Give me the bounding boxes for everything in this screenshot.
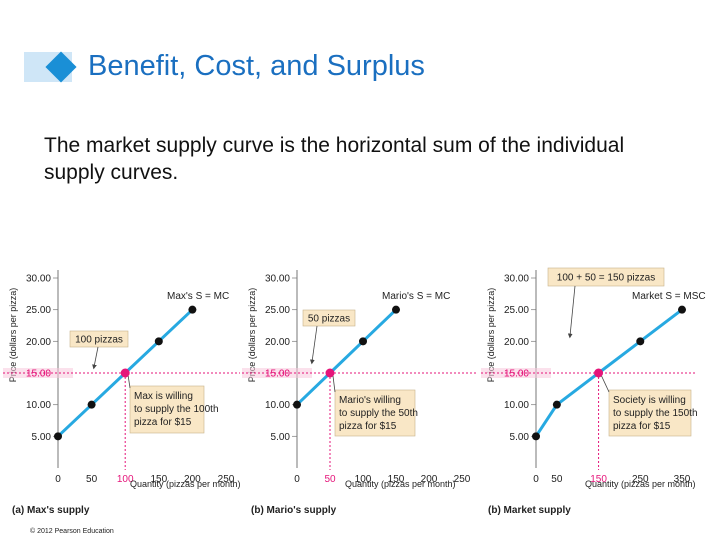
callout-leader-arrow <box>92 346 99 370</box>
price-band <box>481 368 551 378</box>
panel-label: (b) Mario's supply <box>251 505 337 516</box>
quantity-callout-box <box>302 309 356 327</box>
supply-point <box>392 305 400 314</box>
y-axis-label: Price (dollars per pizza) <box>8 288 18 383</box>
note-leader-line <box>601 375 610 393</box>
x-tick-label: 50 <box>324 474 336 485</box>
chart-panel-1: 5.00 10.00 15.00 20.00 25.00 30.00 0 50 100 150 20… <box>3 270 241 516</box>
note-leader-line <box>332 375 336 393</box>
note-leader-line <box>127 375 131 389</box>
note-line: to supply the 100th <box>134 404 219 415</box>
x-tick-label: 150 <box>150 474 167 485</box>
supply-point <box>532 432 540 441</box>
chart-panel-3: 5.00 10.00 15.00 20.00 25.00 30.00 0 50 150 250 35… <box>481 267 706 516</box>
x-tick-label: 250 <box>454 474 471 485</box>
supply-curve-line <box>295 308 398 406</box>
y-tick-label: 25.00 <box>26 305 51 316</box>
note-box <box>334 389 416 437</box>
x-tick-label: 200 <box>184 474 201 485</box>
callout-leader-arrow <box>567 285 576 339</box>
y-tick-label: 10.00 <box>504 400 529 411</box>
x-axis-label: Quantity (pizzas per month) <box>585 479 696 489</box>
highlight-price-label: 15.00 <box>26 369 51 380</box>
curve-label: Max's S = MC <box>167 291 229 302</box>
supply-charts: 5.00 10.00 15.00 20.00 25.00 30.00 0 50 100 150 20… <box>3 267 706 516</box>
highlight-price-label: 15.00 <box>504 369 529 380</box>
y-tick-label: 30.00 <box>26 274 51 285</box>
x-axis-label: Quantity (pizzas per month) <box>345 479 456 489</box>
quantity-callout-text: 100 pizzas <box>75 335 123 346</box>
y-tick-label: 25.00 <box>265 305 290 316</box>
quantity-callout-box <box>69 330 129 348</box>
x-tick-label: 350 <box>674 474 691 485</box>
callout-leader-arrow <box>309 325 318 365</box>
x-tick-label: 250 <box>218 474 235 485</box>
x-axis-label: Quantity (pizzas per month) <box>130 479 241 489</box>
supply-point <box>636 337 645 346</box>
y-tick-label: 5.00 <box>510 432 530 443</box>
x-tick-label: 150 <box>388 474 405 485</box>
price-band <box>242 368 312 378</box>
note-line: pizza for $15 <box>134 417 192 428</box>
chart-panel-2: 5.00 10.00 15.00 20.00 25.00 30.00 0 50 100 150 20… <box>242 270 476 516</box>
y-tick-label: 20.00 <box>26 337 51 348</box>
slide-title: Benefit, Cost, and Surplus <box>88 50 425 82</box>
x-tick-label: 0 <box>533 474 539 485</box>
x-tick-label: 0 <box>55 474 61 485</box>
quantity-callout-text: 100 + 50 = 150 pizzas <box>557 273 655 284</box>
note-line: Max is willing <box>134 391 193 402</box>
y-axis-label: Price (dollars per pizza) <box>247 288 257 383</box>
note-line: to supply the 150th <box>613 408 698 419</box>
slide-subtitle: The market supply curve is the horizonta… <box>44 134 625 184</box>
y-tick-label: 5.00 <box>32 432 52 443</box>
y-tick-label: 5.00 <box>271 432 291 443</box>
supply-point <box>293 400 301 409</box>
note-line: pizza for $15 <box>339 421 397 432</box>
x-tick-label: 150 <box>590 474 607 485</box>
x-tick-label: 0 <box>294 474 300 485</box>
curve-label: Mario's S = MC <box>382 291 450 302</box>
supply-point <box>678 305 686 314</box>
y-tick-label: 30.00 <box>265 274 290 285</box>
x-tick-label: 100 <box>355 474 372 485</box>
x-tick-label: 50 <box>86 474 98 485</box>
note-box <box>608 389 692 437</box>
supply-point <box>552 400 561 409</box>
supply-point <box>359 337 367 346</box>
y-axis-label: Price (dollars per pizza) <box>486 288 496 383</box>
x-tick-label: 100 <box>117 474 134 485</box>
y-tick-label: 25.00 <box>504 305 529 316</box>
quantity-callout-text: 50 pizzas <box>308 314 350 325</box>
y-tick-label: 30.00 <box>504 274 529 285</box>
highlight-point <box>325 368 335 378</box>
note-line: pizza for $15 <box>613 421 671 432</box>
note-line: Society is willing <box>613 395 686 406</box>
note-box <box>129 385 205 434</box>
highlight-point <box>120 368 130 378</box>
y-tick-label: 20.00 <box>265 337 290 348</box>
supply-point <box>87 400 96 409</box>
panel-label: (b) Market supply <box>488 505 571 516</box>
copyright-note: © 2012 Pearson Education <box>30 528 114 535</box>
panel-label: (a) Max's supply <box>12 505 90 516</box>
highlight-price-label: 15.00 <box>265 369 290 380</box>
x-tick-label: 50 <box>551 474 563 485</box>
note-line: Mario's willing <box>339 395 401 406</box>
y-tick-label: 10.00 <box>265 400 290 411</box>
y-tick-label: 20.00 <box>504 337 529 348</box>
supply-point <box>188 305 197 314</box>
supply-point <box>154 337 163 346</box>
quantity-callout-box <box>547 267 665 287</box>
curve-label: Market S = MSC <box>632 291 706 302</box>
x-tick-label: 250 <box>632 474 649 485</box>
note-line: to supply the 50th <box>339 408 418 419</box>
supply-point <box>54 432 62 441</box>
x-tick-label: 200 <box>421 474 438 485</box>
price-band <box>3 368 73 378</box>
y-tick-label: 10.00 <box>26 400 51 411</box>
highlight-point <box>594 368 604 378</box>
